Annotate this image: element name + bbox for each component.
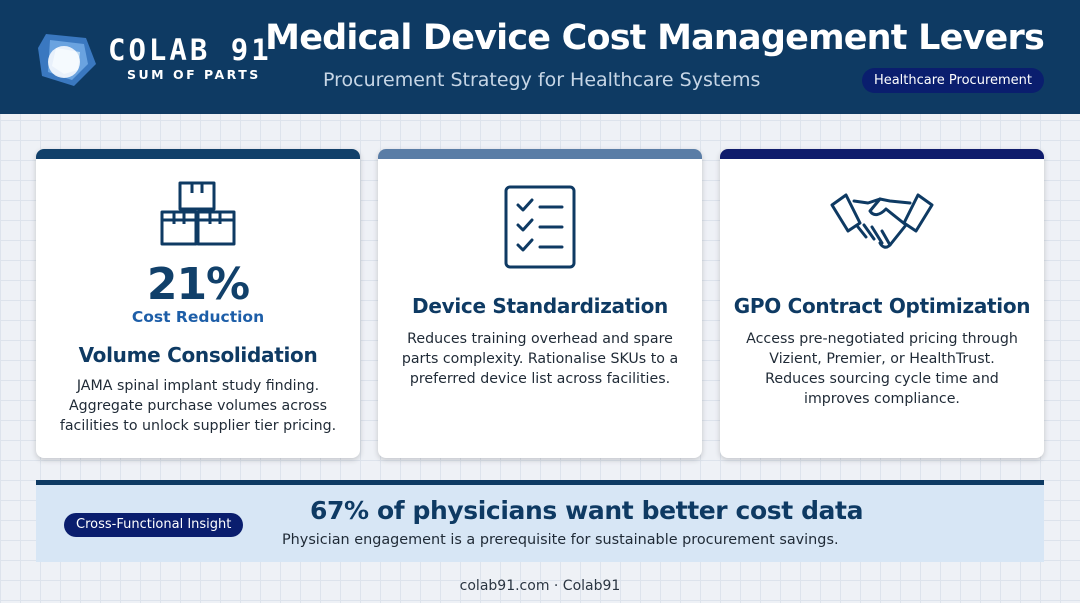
boxes-icon [160, 181, 236, 246]
insight-text: Physician engagement is a prerequisite f… [282, 532, 839, 548]
checklist-icon [504, 185, 576, 269]
card-volume-consolidation: 21% Cost Reduction Volume Consolidation … [36, 149, 360, 458]
card-title: Device Standardization [412, 294, 668, 318]
colab91-logo-icon [38, 34, 96, 86]
card-title: Volume Consolidation [78, 343, 318, 367]
stat-label: Cost Reduction [131, 308, 265, 326]
header: COLAB 91 SUM OF PARTS Medical Device Cos… [0, 0, 1080, 114]
card-accent-bar [720, 149, 1044, 159]
insight-banner: Cross-Functional Insight 67% of physicia… [36, 480, 1044, 562]
category-badge: Healthcare Procurement [861, 68, 1044, 93]
card-description: Reduces training overhead and spare part… [401, 331, 679, 387]
card-accent-bar [36, 149, 360, 159]
stat-value: 21% [146, 259, 250, 310]
card-accent-bar [378, 149, 702, 159]
insight-badge: Cross-Functional Insight [64, 513, 244, 537]
insight-title: 67% of physicians want better cost data [310, 496, 864, 525]
brand-name: COLAB 91 [108, 33, 272, 67]
card-device-standardization: Device Standardization Reduces training … [378, 149, 702, 458]
page-title: Medical Device Cost Management Levers [265, 18, 1045, 58]
card-title: GPO Contract Optimization [733, 294, 1031, 318]
footer-text: colab91.com · Colab91 [459, 578, 621, 594]
handshake-icon [830, 193, 934, 249]
card-description: Access pre-negotiated pricing through Vi… [746, 331, 1018, 407]
card-description: JAMA spinal implant study finding. Aggre… [59, 378, 337, 434]
brand-tagline: SUM OF PARTS [127, 67, 261, 82]
card-gpo-contract-optimization: GPO Contract Optimization Access pre-neg… [720, 149, 1044, 458]
page-subtitle: Procurement Strategy for Healthcare Syst… [323, 69, 761, 91]
